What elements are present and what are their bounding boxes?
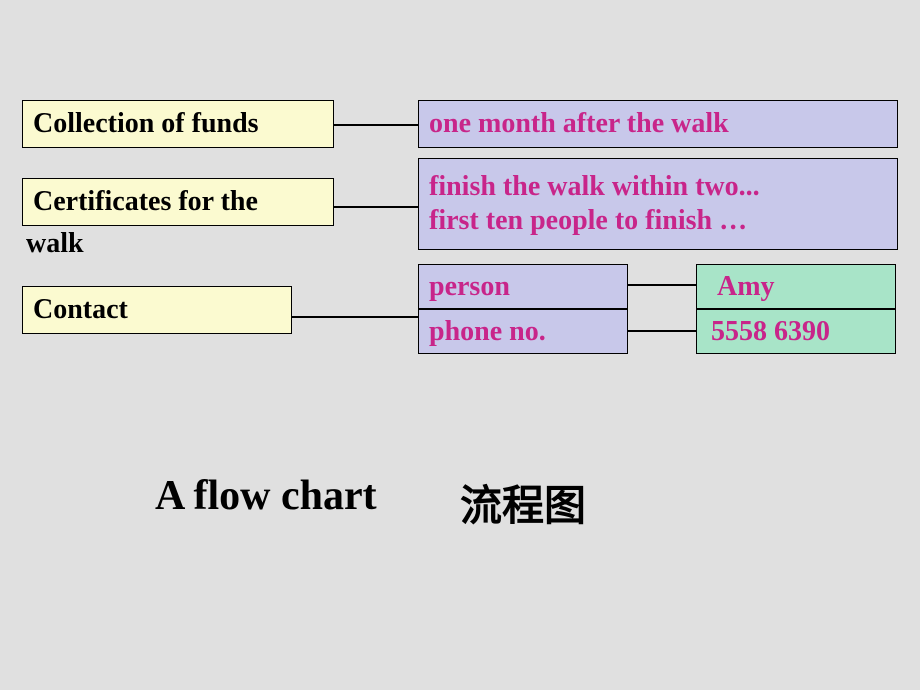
certificates-value-line1: finish the walk within two...: [429, 170, 760, 204]
connector-collection: [334, 124, 418, 126]
contact-phone-label-text: phone no.: [429, 316, 546, 348]
contact-person-value-text: Amy: [717, 271, 775, 303]
contact-label-text: Contact: [33, 294, 128, 326]
collection-label-box: Collection of funds: [22, 100, 334, 148]
title-chinese: 流程图: [460, 472, 586, 533]
contact-phone-value-text: 5558 6390: [711, 316, 830, 348]
contact-person-value-box: Amy: [696, 264, 896, 309]
certificates-label-text: Certificates for the: [33, 186, 258, 218]
connector-certificates: [334, 206, 418, 208]
certificates-label-overflow: walk: [26, 228, 84, 260]
connector-contact-phone: [628, 330, 696, 332]
certificates-label-box: Certificates for the: [22, 178, 334, 226]
title-english: A flow chart: [155, 472, 377, 520]
collection-label-text: Collection of funds: [33, 108, 259, 140]
contact-label-box: Contact: [22, 286, 292, 334]
contact-person-label-box: person: [418, 264, 628, 309]
certificates-value-box: finish the walk within two... first ten …: [418, 158, 898, 250]
contact-person-label-text: person: [429, 271, 510, 303]
connector-contact: [292, 316, 418, 318]
connector-contact-person: [628, 284, 696, 286]
collection-value-box: one month after the walk: [418, 100, 898, 148]
collection-value-text: one month after the walk: [429, 108, 729, 140]
contact-phone-label-box: phone no.: [418, 309, 628, 354]
certificates-value-line2: first ten people to finish …: [429, 204, 747, 238]
contact-phone-value-box: 5558 6390: [696, 309, 896, 354]
